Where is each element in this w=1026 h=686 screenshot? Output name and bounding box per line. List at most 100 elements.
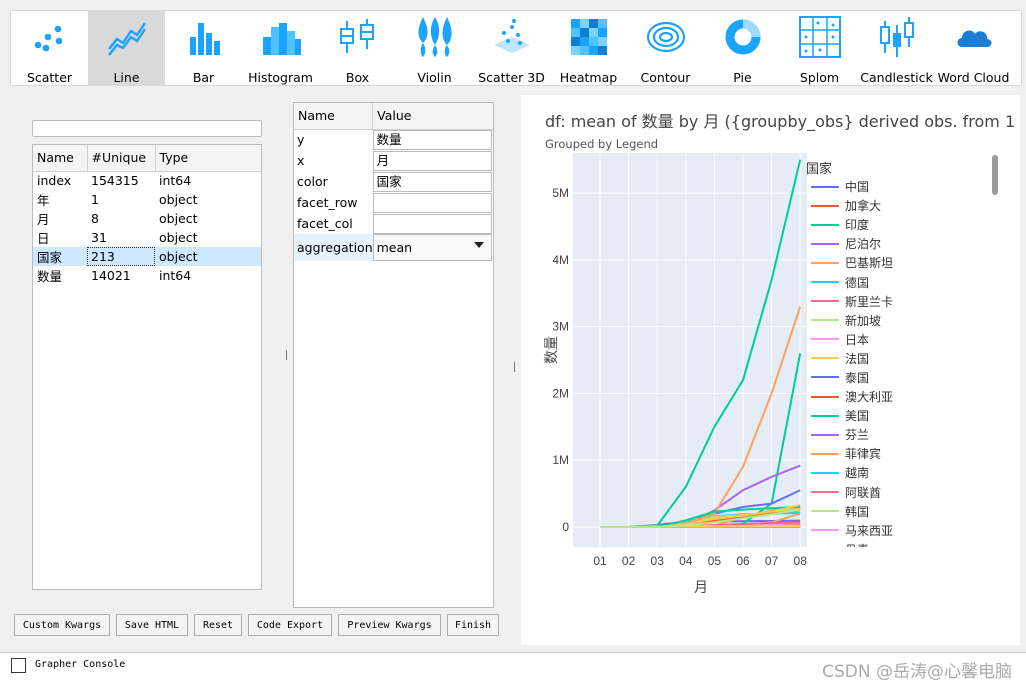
cell-type: object	[159, 211, 198, 226]
header-type[interactable]: Type	[155, 145, 261, 172]
save-html-button[interactable]: Save HTML	[116, 614, 188, 636]
tool-line[interactable]: Line	[88, 11, 165, 85]
legend-item[interactable]: 阿联酋	[811, 483, 981, 502]
custom-kwargs-button[interactable]: Custom Kwargs	[14, 614, 110, 636]
y-axis-title: 数量	[544, 336, 560, 364]
legend-item[interactable]: 泰国	[811, 368, 981, 387]
legend-item[interactable]: 丹麦	[811, 540, 981, 547]
legend-item[interactable]: 德国	[811, 272, 981, 291]
legend-scrollbar[interactable]	[992, 155, 998, 195]
tool-candlestick[interactable]: Candlestick	[858, 11, 935, 85]
table-row[interactable]: 月 8 object	[33, 209, 261, 228]
preview-kwargs-button[interactable]: Preview Kwargs	[338, 614, 441, 636]
legend-swatch	[811, 529, 839, 532]
tool-contour[interactable]: Contour	[627, 11, 704, 85]
legend-item[interactable]: 日本	[811, 330, 981, 349]
table-row[interactable]: 年 1 object	[33, 190, 261, 209]
setting-row-x: x 月	[294, 150, 493, 171]
legend-swatch	[811, 452, 839, 455]
table-row[interactable]: index 154315 int64	[33, 171, 261, 190]
splitter-handle[interactable]	[513, 362, 516, 372]
legend-label: 尼泊尔	[845, 237, 882, 252]
tool-bar[interactable]: Bar	[165, 11, 242, 85]
histogram-icon	[262, 23, 301, 55]
tool-heatmap[interactable]: Heatmap	[550, 11, 627, 85]
tool-violin[interactable]: Violin	[396, 11, 473, 85]
legend-item[interactable]: 中国	[811, 177, 981, 196]
tool-box[interactable]: Box	[319, 11, 396, 85]
setting-row-aggregation: aggregation mean	[294, 234, 493, 261]
tool-wordcloud[interactable]: Word Cloud	[935, 11, 1012, 85]
line-chart[interactable]: 0 1M 2M 3M 4M 5M 01 02 03 04 05 06 07 08 月 数量	[521, 95, 1020, 645]
tool-label: Contour	[640, 70, 691, 85]
legend-label: 美国	[845, 409, 870, 424]
table-row-selected[interactable]: 国家 213 object	[33, 247, 261, 266]
legend-label: 泰国	[845, 370, 870, 385]
plot-settings-table[interactable]: Name Value y 数量 x 月 color 国家 facet_row f…	[293, 102, 494, 608]
legend-swatch	[811, 433, 839, 436]
contour-icon	[646, 21, 685, 53]
legend-item[interactable]: 韩国	[811, 502, 981, 521]
header-name[interactable]: Name	[294, 103, 374, 130]
legend[interactable]: 中国加拿大 印度尼泊尔 巴基斯坦 德国 斯里兰卡 新加坡 日本 法国泰国澳大利亚美国 芬兰 菲律宾…	[811, 177, 981, 547]
columns-table[interactable]: Name #Unique Type index 154315 int64 年 1…	[32, 144, 262, 590]
legend-label: 阿联酋	[845, 485, 882, 500]
x-tick-label: 07	[765, 554, 779, 568]
tool-histogram[interactable]: Histogram	[242, 11, 319, 85]
x-tick-label: 05	[708, 554, 722, 568]
plot-area[interactable]	[573, 153, 807, 547]
columns-header-row: Name #Unique Type	[33, 145, 261, 172]
facet-row-field[interactable]	[372, 192, 492, 213]
tool-splom[interactable]: Splom	[781, 11, 858, 85]
legend-item[interactable]: 澳大利亚	[811, 387, 981, 406]
legend-item[interactable]: 芬兰	[811, 425, 981, 444]
reset-button[interactable]: Reset	[194, 614, 242, 636]
code-export-button[interactable]: Code Export	[248, 614, 332, 636]
table-row[interactable]: 日 31 object	[33, 228, 261, 247]
legend-item[interactable]: 加拿大	[811, 196, 981, 215]
legend-swatch	[811, 204, 839, 207]
header-name[interactable]: Name	[33, 145, 88, 172]
y-tick-label: 3M	[552, 320, 569, 334]
tool-pie[interactable]: Pie	[704, 11, 781, 85]
splitter-handle[interactable]	[285, 350, 288, 360]
column-search-input[interactable]	[32, 120, 262, 137]
legend-item[interactable]: 马来西亚	[811, 521, 981, 540]
setting-row-facet-col: facet_col	[294, 213, 493, 234]
color-field[interactable]: 国家	[372, 171, 492, 192]
setting-name: y	[297, 132, 305, 148]
tool-scatter[interactable]: Scatter	[11, 11, 88, 85]
x-field[interactable]: 月	[372, 150, 492, 171]
legend-item[interactable]: 菲律宾	[811, 444, 981, 463]
legend-item[interactable]: 尼泊尔	[811, 234, 981, 253]
legend-item[interactable]: 印度	[811, 215, 981, 234]
header-value[interactable]: Value	[372, 103, 493, 130]
tool-scatter3d[interactable]: Scatter 3D	[473, 11, 550, 85]
bar-icon	[189, 23, 220, 55]
legend-item[interactable]: 美国	[811, 406, 981, 425]
legend-label: 加拿大	[845, 199, 882, 214]
facet-col-field[interactable]	[372, 213, 492, 234]
legend-swatch	[811, 261, 839, 264]
chevron-down-icon	[474, 242, 484, 248]
series-line[interactable]	[600, 508, 801, 528]
legend-swatch	[811, 223, 839, 226]
grapher-console-checkbox[interactable]	[11, 658, 26, 673]
legend-item[interactable]: 巴基斯坦	[811, 253, 981, 272]
tool-label: Scatter	[26, 70, 73, 85]
legend-swatch	[811, 491, 839, 494]
header-unique[interactable]: #Unique	[87, 145, 156, 172]
y-field[interactable]: 数量	[372, 129, 492, 150]
aggregation-select[interactable]: mean	[372, 234, 492, 261]
legend-item[interactable]: 斯里兰卡	[811, 292, 981, 311]
cell-unique: 1	[91, 192, 99, 207]
legend-item[interactable]: 法国	[811, 349, 981, 368]
cell-unique: 154315	[91, 173, 139, 189]
legend-item[interactable]: 新加坡	[811, 311, 981, 330]
finish-button[interactable]: Finish	[447, 614, 499, 636]
chart-view[interactable]: 0 1M 2M 3M 4M 5M 01 02 03 04 05 06 07 08 月 数量 df: mean …	[521, 95, 1020, 645]
table-row[interactable]: 数量 14021 int64	[33, 266, 261, 285]
legend-item[interactable]: 越南	[811, 463, 981, 482]
legend-title: 国家	[806, 162, 833, 177]
legend-swatch	[811, 376, 839, 379]
